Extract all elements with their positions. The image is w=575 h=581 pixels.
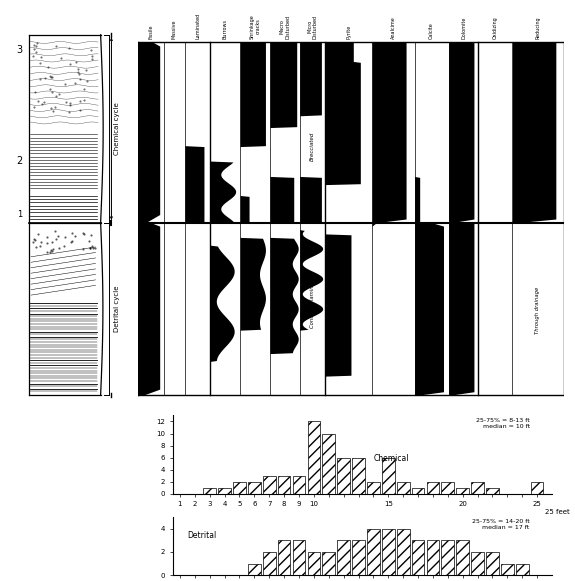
Bar bbox=[397, 482, 409, 494]
Bar bbox=[412, 488, 424, 494]
Text: 3: 3 bbox=[17, 45, 23, 55]
Text: Dolomite: Dolomite bbox=[461, 16, 466, 38]
Bar bbox=[397, 529, 409, 575]
Bar bbox=[457, 488, 469, 494]
Text: 25-75% = 8-13 ft
median = 10 ft: 25-75% = 8-13 ft median = 10 ft bbox=[476, 418, 530, 429]
Bar bbox=[263, 476, 275, 494]
Text: Fissile: Fissile bbox=[148, 24, 154, 38]
Bar bbox=[486, 552, 499, 575]
Bar bbox=[248, 564, 260, 575]
Bar bbox=[382, 458, 394, 494]
Text: Oxidizing: Oxidizing bbox=[493, 16, 498, 38]
Bar bbox=[278, 540, 290, 575]
Bar bbox=[382, 529, 394, 575]
Bar bbox=[278, 476, 290, 494]
Bar bbox=[472, 552, 484, 575]
Bar bbox=[427, 482, 439, 494]
Bar bbox=[204, 488, 216, 494]
Text: Calcite: Calcite bbox=[429, 22, 434, 38]
Bar bbox=[308, 421, 320, 494]
Bar bbox=[323, 433, 335, 494]
Bar bbox=[486, 488, 499, 494]
Text: Burrows: Burrows bbox=[223, 19, 228, 38]
Bar bbox=[516, 564, 528, 575]
Text: 25-75% = 14-20 ft
median = 17 ft: 25-75% = 14-20 ft median = 17 ft bbox=[472, 519, 530, 530]
Text: Chemical: Chemical bbox=[373, 454, 409, 462]
Bar bbox=[412, 540, 424, 575]
Bar bbox=[367, 482, 380, 494]
Bar bbox=[308, 552, 320, 575]
Bar bbox=[501, 564, 513, 575]
Bar bbox=[442, 482, 454, 494]
Bar bbox=[338, 540, 350, 575]
Bar bbox=[293, 540, 305, 575]
Text: Macro
Disturbed: Macro Disturbed bbox=[279, 15, 290, 38]
Bar bbox=[472, 482, 484, 494]
Bar bbox=[233, 482, 246, 494]
Bar bbox=[442, 540, 454, 575]
Text: Closed basin: Closed basin bbox=[535, 117, 540, 152]
Bar bbox=[338, 458, 350, 494]
Text: Reducing: Reducing bbox=[535, 16, 540, 38]
Text: 25 feet: 25 feet bbox=[545, 509, 569, 515]
Bar bbox=[323, 552, 335, 575]
Text: 1: 1 bbox=[17, 210, 22, 220]
Text: Massive: Massive bbox=[172, 19, 177, 38]
Text: 2: 2 bbox=[17, 156, 23, 166]
Bar bbox=[367, 529, 380, 575]
Text: Detrital: Detrital bbox=[187, 531, 217, 540]
Bar bbox=[427, 540, 439, 575]
Text: Analcime: Analcime bbox=[391, 16, 396, 38]
Text: Brecciated: Brecciated bbox=[310, 131, 315, 160]
Bar bbox=[457, 540, 469, 575]
Text: Chemical cycle: Chemical cycle bbox=[114, 102, 120, 155]
Bar bbox=[263, 552, 275, 575]
Bar bbox=[531, 482, 543, 494]
Bar bbox=[218, 488, 231, 494]
Text: Pyrite: Pyrite bbox=[346, 24, 351, 38]
Text: Shrinkage
cracks: Shrinkage cracks bbox=[250, 14, 260, 38]
Text: Through drainage: Through drainage bbox=[535, 287, 540, 335]
Text: Detrital cycle: Detrital cycle bbox=[114, 286, 120, 332]
Bar bbox=[248, 482, 260, 494]
Bar bbox=[352, 458, 365, 494]
Bar bbox=[352, 540, 365, 575]
Text: Contorted laminae: Contorted laminae bbox=[310, 279, 315, 328]
Text: Laminated: Laminated bbox=[195, 12, 200, 38]
Bar bbox=[293, 476, 305, 494]
Text: Micro
Disturbed: Micro Disturbed bbox=[307, 15, 318, 38]
